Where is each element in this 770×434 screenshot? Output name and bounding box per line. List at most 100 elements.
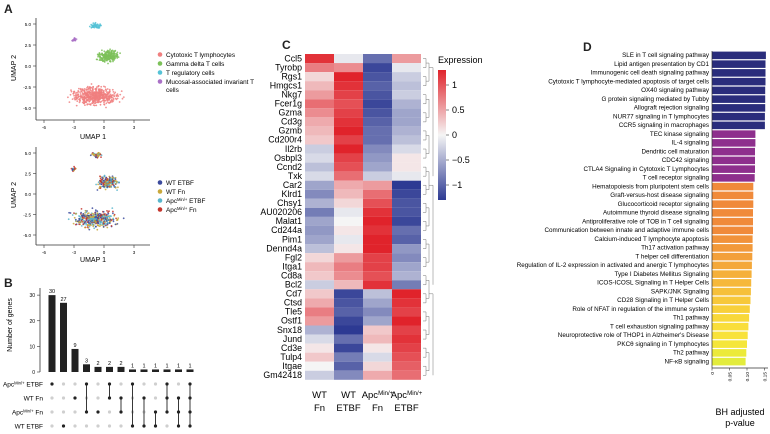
umap-point: [98, 52, 101, 55]
heatmap-gene-label: Fcer1g: [275, 99, 302, 109]
umap-y-tick-label: 5.0: [25, 151, 32, 156]
upset-bar-label: 27: [60, 297, 66, 303]
umap-point: [80, 208, 83, 210]
umap-plot-top: 5.0 2.5 0.0 -2.5 -5.0 -6 -3 0 3 UMAP 1 UMAP 2 C…: [11, 18, 254, 141]
umap-point: [67, 218, 70, 221]
heatmap-cell: [305, 225, 334, 235]
heatmap-cell: [392, 207, 421, 217]
umap-point: [122, 96, 125, 98]
pathway-label: Antiproliferative role of TOB in T cell …: [582, 218, 709, 225]
umap-x-tick-label: 3: [133, 250, 136, 255]
pathway-label: SAPK/JNK Signaling: [651, 288, 710, 295]
umap-point: [94, 21, 97, 24]
umap-top-legend: Cytotoxic T lymphocytes Gamma delta T cel…: [157, 52, 254, 94]
umap-point: [83, 92, 86, 95]
pathway-label: TEC kinase signaling: [650, 131, 710, 138]
upset-matrix-dot: [119, 382, 123, 386]
upset-matrix-dot: [61, 424, 66, 428]
umap-point: [112, 51, 115, 53]
heatmap-cell: [392, 171, 421, 181]
umap-point: [75, 97, 78, 100]
heatmap-gene-label: Car2: [283, 180, 302, 190]
umap-point: [86, 103, 89, 105]
umap-point: [109, 186, 111, 188]
umap-point: [80, 97, 83, 99]
heatmap-cell: [305, 126, 334, 136]
heatmap-cell: [392, 189, 421, 199]
umap-bottom-x-ticks: -6 -3 0 3: [42, 245, 136, 255]
heatmap-cell: [305, 108, 334, 118]
umap-point: [102, 99, 104, 102]
umap-bottom-points: [67, 151, 125, 231]
heatmap-cell: [305, 271, 334, 281]
umap-point: [111, 178, 114, 181]
heatmap-gene-label: Tulp4: [280, 352, 302, 362]
umap-point: [103, 85, 105, 88]
umap-point: [104, 96, 106, 99]
heatmap-cell: [363, 253, 392, 263]
heatmap-cell: [363, 280, 392, 290]
umap-point: [99, 214, 102, 217]
pathway-bars: [712, 51, 766, 366]
heatmap-cell: [305, 180, 334, 190]
umap-point: [107, 58, 110, 61]
umap-point: [111, 88, 114, 91]
upset-bar-label: 3: [85, 358, 88, 364]
upset-matrix-dot: [96, 396, 100, 400]
umap-point: [92, 89, 94, 92]
umap-point: [96, 152, 99, 155]
heatmap-cell: [392, 298, 421, 308]
upset-y-axis: 30 20 10 0: [29, 288, 41, 376]
umap-point: [97, 23, 99, 26]
pathway-bar: [712, 139, 756, 147]
colorbar-ticks: 1 0.5 0 −0.5 −1: [446, 80, 470, 190]
heatmap-gene-label: Klrd1: [281, 189, 302, 199]
upset-matrix-dot: [50, 382, 54, 386]
umap-y-tick-label: -2.5: [23, 85, 31, 90]
heatmap-cell: [392, 180, 421, 190]
heatmap-cell: [363, 370, 392, 380]
pathway-label: CCR5 signaling in macrophages: [619, 122, 709, 129]
umap-y-tick-label: 0.0: [25, 192, 32, 197]
umap-point: [81, 88, 84, 91]
legend-label: cells: [166, 87, 179, 94]
heatmap-cell: [334, 90, 363, 100]
heatmap-cell: [392, 225, 421, 235]
heatmap-cell: [363, 352, 392, 362]
upset-y-tick-label: 30: [29, 293, 35, 299]
umap-point: [99, 177, 102, 180]
umap-point: [73, 169, 75, 172]
umap-point: [81, 218, 84, 221]
pathway-bar: [712, 104, 766, 112]
heatmap-cell: [334, 144, 363, 154]
umap-point: [78, 221, 80, 224]
pathway-label: Regulation of IL-2 expression in activat…: [517, 262, 709, 269]
dendrogram-branch: [423, 257, 427, 267]
pathway-label: SLE in T cell signaling pathway: [622, 52, 710, 59]
legend-label: WT ETBF: [166, 180, 194, 187]
umap-point: [75, 212, 77, 215]
umap-point: [97, 215, 100, 218]
heatmap-cell: [334, 126, 363, 136]
umap-point: [94, 91, 97, 94]
umap-top-ylabel: UMAP 2: [11, 55, 18, 81]
upset-matrix-dot: [107, 424, 112, 428]
pathway-label: Autoimmune thyroid disease signaling: [603, 210, 710, 217]
upset-bar: [186, 369, 194, 372]
umap-point: [109, 48, 111, 51]
upset-set-label: ApcMin/+ ETBF: [3, 380, 43, 389]
umap-point: [113, 92, 116, 95]
umap-point: [93, 26, 96, 29]
dendrogram-branch: [429, 67, 434, 177]
umap-point: [81, 101, 84, 104]
heatmap: Ccl5TyrobpRgs1Hmgcs1Nkg7Fcer1gGzmaCd3gGz…: [260, 53, 482, 414]
heatmap-cell: [363, 144, 392, 154]
dendrogram-branch: [426, 99, 430, 118]
umap-point: [105, 176, 107, 179]
pathway-bar: [712, 147, 755, 156]
umap-point: [94, 225, 97, 228]
upset-bar: [129, 369, 136, 372]
umap-point: [84, 210, 87, 212]
